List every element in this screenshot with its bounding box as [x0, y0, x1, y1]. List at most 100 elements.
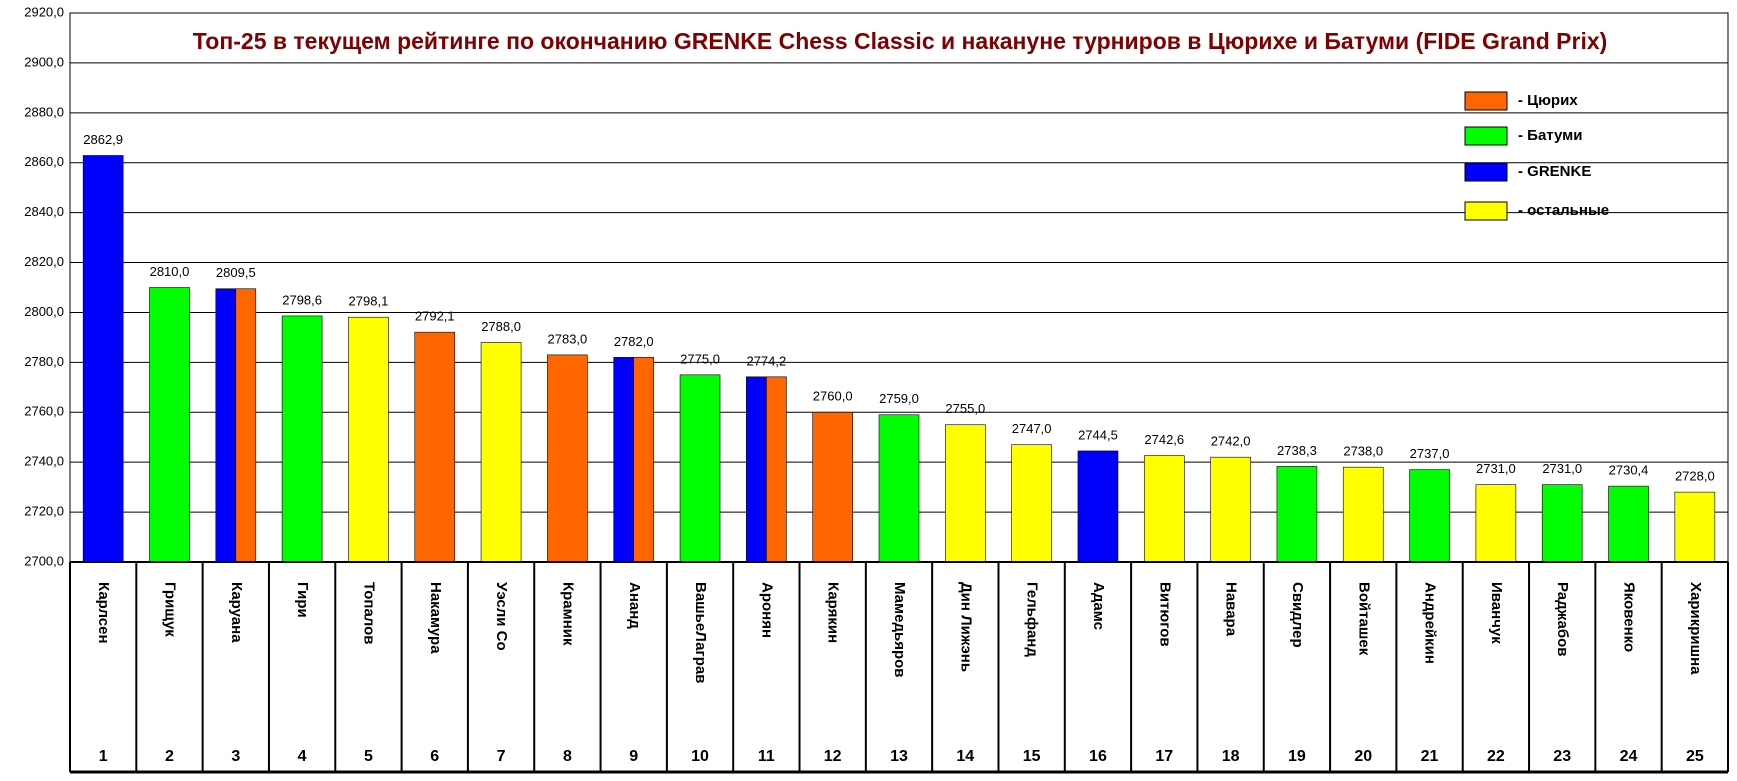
rank-label: 16 [1089, 748, 1107, 765]
x-tick-label: Гири [294, 582, 311, 618]
bar [1674, 491, 1716, 563]
rank-label: 17 [1155, 748, 1173, 765]
value-label: 2730,4 [1609, 463, 1649, 478]
x-tick-label: ВашьеЛаграв [692, 582, 709, 683]
bar [547, 354, 588, 563]
x-tick-label: Раджабов [1554, 582, 1571, 656]
value-label: 2788,0 [481, 319, 521, 334]
value-label: 2782,0 [614, 334, 654, 349]
legend-swatch [1464, 162, 1508, 182]
bar [1210, 456, 1251, 563]
x-tick-label: Навара [1223, 582, 1240, 637]
legend-label: - остальные [1518, 202, 1609, 219]
bar [1342, 466, 1384, 563]
legend-label: - GRENKE [1518, 163, 1591, 180]
legend-swatch [1464, 126, 1508, 146]
x-tick-label: Грищук [162, 582, 179, 637]
bar [235, 288, 257, 563]
y-tick-label: 2780,0 [24, 354, 64, 369]
bar [679, 374, 721, 563]
y-tick-label: 2860,0 [24, 154, 64, 169]
bar [1475, 484, 1517, 563]
rank-label: 2 [165, 748, 174, 765]
rank-label: 4 [298, 748, 307, 765]
x-tick-label: Карлсен [95, 582, 112, 644]
x-tick-label: Дин Лижэнь [957, 582, 974, 672]
rank-label: 23 [1553, 748, 1571, 765]
rank-label: 24 [1620, 748, 1638, 765]
bar [281, 315, 323, 563]
y-tick-label: 2840,0 [24, 204, 64, 219]
y-tick-label: 2800,0 [24, 304, 64, 319]
value-label: 2737,0 [1410, 446, 1450, 461]
bar [149, 287, 190, 563]
value-label: 2731,0 [1542, 461, 1582, 476]
rank-label: 25 [1686, 748, 1704, 765]
x-tick-label: Каруана [228, 582, 245, 643]
value-label: 2783,0 [548, 331, 588, 346]
bar [1011, 444, 1052, 563]
rank-label: 13 [890, 748, 908, 765]
x-tick-label: Харикришна [1687, 582, 1704, 675]
x-tick-label: Крамник [559, 582, 576, 646]
x-tick-label: Гельфанд [1024, 582, 1041, 657]
x-tick-label: Накамура [427, 582, 444, 654]
x-tick-label: Свидлер [1289, 582, 1306, 648]
y-tick-label: 2820,0 [24, 254, 64, 269]
bar [414, 331, 456, 563]
y-tick-label: 2760,0 [24, 404, 64, 419]
value-label: 2798,6 [282, 292, 322, 307]
bar [766, 376, 787, 563]
rank-label: 10 [691, 748, 709, 765]
y-tick-label: 2900,0 [24, 54, 64, 69]
bar [1608, 485, 1649, 563]
bar [746, 376, 767, 563]
value-label: 2731,0 [1476, 461, 1516, 476]
x-tick-label: Уэсли Со [493, 582, 510, 651]
x-tick-label: Витюгов [1156, 582, 1173, 647]
value-label: 2747,0 [1012, 421, 1052, 436]
rank-label: 19 [1288, 748, 1306, 765]
value-label: 2738,3 [1277, 443, 1317, 458]
bar [1077, 450, 1119, 563]
value-label: 2792,1 [415, 309, 455, 324]
rank-label: 3 [231, 748, 240, 765]
value-label: 2742,0 [1211, 434, 1251, 449]
bar [812, 411, 853, 563]
bar [945, 424, 986, 563]
rank-label: 8 [563, 748, 572, 765]
legend-swatch [1464, 201, 1508, 221]
x-tick-label: Иванчук [1488, 582, 1505, 644]
rank-label: 18 [1222, 748, 1240, 765]
x-tick-label: Ананд [626, 582, 643, 629]
value-label: 2775,0 [680, 351, 720, 366]
bar [633, 357, 655, 563]
bar [215, 288, 237, 563]
rank-label: 1 [99, 748, 108, 765]
value-label: 2738,0 [1343, 444, 1383, 459]
x-tick-label: Яковенко [1621, 582, 1638, 652]
rank-label: 9 [629, 748, 638, 765]
bar [1541, 484, 1583, 563]
y-tick-label: 2740,0 [24, 454, 64, 469]
rank-label: 22 [1487, 748, 1505, 765]
rank-label: 6 [430, 748, 439, 765]
rank-label: 7 [497, 748, 506, 765]
value-label: 2755,0 [945, 401, 985, 416]
bar [878, 414, 920, 563]
bar [1409, 469, 1450, 563]
value-label: 2759,0 [879, 391, 919, 406]
y-tick-label: 2700,0 [24, 553, 64, 568]
rank-label: 20 [1354, 748, 1372, 765]
x-tick-label: Адамс [1090, 582, 1107, 630]
bar [1276, 466, 1318, 563]
value-label: 2798,1 [349, 294, 389, 309]
y-tick-label: 2720,0 [24, 504, 64, 519]
x-tick-label: Топалов [360, 582, 377, 645]
rank-label: 15 [1023, 748, 1041, 765]
value-label: 2809,5 [216, 265, 256, 280]
rank-label: 11 [758, 748, 775, 765]
value-label: 2760,0 [813, 389, 853, 404]
rank-label: 5 [364, 748, 373, 765]
